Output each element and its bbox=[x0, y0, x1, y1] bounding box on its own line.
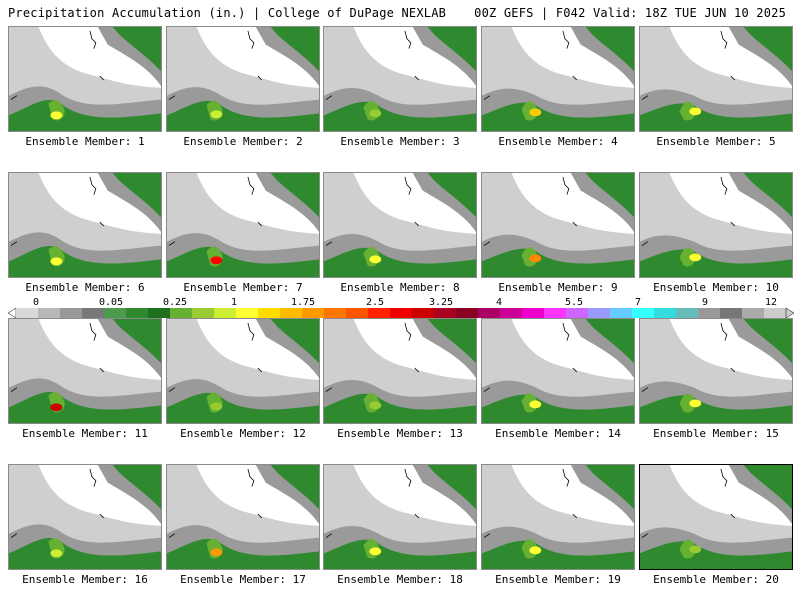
colorbar-tick-label: 2.5 bbox=[365, 297, 385, 308]
ensemble-member-map bbox=[639, 318, 793, 424]
colorbar-swatch bbox=[500, 308, 523, 318]
colorbar-tick-label: 12 bbox=[764, 297, 778, 308]
colorbar-swatch bbox=[192, 308, 215, 318]
ensemble-member-label: Ensemble Member: 17 bbox=[180, 573, 306, 586]
ensemble-member-map bbox=[323, 464, 477, 570]
colorbar-swatch bbox=[368, 308, 391, 318]
colorbar-swatch bbox=[764, 308, 787, 318]
ensemble-member-label: Ensemble Member: 15 bbox=[653, 427, 779, 440]
colorbar-swatch bbox=[104, 308, 127, 318]
ensemble-member-map bbox=[481, 172, 635, 278]
colorbar-swatch bbox=[346, 308, 369, 318]
colorbar-swatch bbox=[698, 308, 721, 318]
ensemble-member-label: Ensemble Member: 18 bbox=[337, 573, 463, 586]
run-valid-time: 00Z GEFS | F042 Valid: 18Z TUE JUN 10 20… bbox=[474, 6, 786, 20]
colorbar-scale bbox=[8, 308, 794, 318]
ensemble-member-label: Ensemble Member: 2 bbox=[183, 135, 303, 148]
colorbar-tick-label: 9 bbox=[701, 297, 709, 308]
colorbar-swatch bbox=[566, 308, 589, 318]
ensemble-member-map bbox=[481, 26, 635, 132]
colorbar-swatch bbox=[280, 308, 303, 318]
ensemble-member-map bbox=[166, 318, 320, 424]
colorbar-swatch bbox=[478, 308, 501, 318]
ensemble-member-label: Ensemble Member: 9 bbox=[498, 281, 618, 294]
colorbar-swatch bbox=[654, 308, 677, 318]
colorbar-max-arrow bbox=[785, 308, 794, 318]
precip-colorbar: 0 0.05 0.25 1 1.75 2.5 3.25 4 5.5 7 9 12 bbox=[8, 297, 794, 325]
ensemble-member-label: Ensemble Member: 4 bbox=[498, 135, 618, 148]
ensemble-member-map bbox=[481, 318, 635, 424]
ensemble-member-label: Ensemble Member: 1 bbox=[25, 135, 145, 148]
ensemble-member-label: Ensemble Member: 10 bbox=[653, 281, 779, 294]
ensemble-member-label: Ensemble Member: 8 bbox=[340, 281, 460, 294]
colorbar-swatch bbox=[390, 308, 413, 318]
colorbar-tick-label: 3.25 bbox=[428, 297, 454, 308]
colorbar-swatch bbox=[544, 308, 567, 318]
colorbar-swatch bbox=[412, 308, 435, 318]
colorbar-swatch bbox=[632, 308, 655, 318]
colorbar-tick-label: 0.05 bbox=[98, 297, 124, 308]
ensemble-member-label: Ensemble Member: 19 bbox=[495, 573, 621, 586]
ensemble-member-map bbox=[639, 464, 793, 570]
ensemble-member-label: Ensemble Member: 16 bbox=[22, 573, 148, 586]
colorbar-tick-label: 4 bbox=[495, 297, 503, 308]
colorbar-swatch bbox=[742, 308, 765, 318]
ensemble-member-map bbox=[481, 464, 635, 570]
colorbar-tick-label: 5.5 bbox=[564, 297, 584, 308]
colorbar-swatch bbox=[16, 308, 39, 318]
map-title: Precipitation Accumulation (in.) | Colle… bbox=[8, 6, 447, 20]
colorbar-min-arrow bbox=[8, 308, 17, 318]
colorbar-swatch bbox=[522, 308, 545, 318]
ensemble-member-map bbox=[8, 172, 162, 278]
ensemble-member-map bbox=[323, 26, 477, 132]
colorbar-swatch bbox=[148, 308, 171, 318]
ensemble-member-map bbox=[8, 464, 162, 570]
ensemble-member-map bbox=[166, 464, 320, 570]
colorbar-swatch bbox=[302, 308, 325, 318]
colorbar-swatch bbox=[676, 308, 699, 318]
colorbar-swatch bbox=[38, 308, 61, 318]
ensemble-member-label: Ensemble Member: 20 bbox=[653, 573, 779, 586]
ensemble-member-label: Ensemble Member: 11 bbox=[22, 427, 148, 440]
colorbar-tick-label: 7 bbox=[634, 297, 642, 308]
colorbar-swatch bbox=[236, 308, 259, 318]
colorbar-swatch bbox=[588, 308, 611, 318]
ensemble-member-label: Ensemble Member: 3 bbox=[340, 135, 460, 148]
colorbar-tick-label: 1 bbox=[230, 297, 238, 308]
ensemble-member-label: Ensemble Member: 7 bbox=[183, 281, 303, 294]
ensemble-member-map bbox=[8, 318, 162, 424]
ensemble-member-label: Ensemble Member: 12 bbox=[180, 427, 306, 440]
colorbar-swatch bbox=[720, 308, 743, 318]
colorbar-swatch bbox=[610, 308, 633, 318]
ensemble-member-map bbox=[323, 318, 477, 424]
colorbar-swatch bbox=[60, 308, 83, 318]
colorbar-tick-label: 0 bbox=[32, 297, 40, 308]
colorbar-swatch bbox=[434, 308, 457, 318]
ensemble-member-map bbox=[323, 172, 477, 278]
ensemble-member-map bbox=[8, 26, 162, 132]
colorbar-swatch bbox=[170, 308, 193, 318]
ensemble-member-map bbox=[639, 172, 793, 278]
colorbar-swatch bbox=[82, 308, 105, 318]
colorbar-tick-label: 0.25 bbox=[162, 297, 188, 308]
colorbar-swatch bbox=[214, 308, 237, 318]
colorbar-swatch bbox=[258, 308, 281, 318]
ensemble-member-map bbox=[639, 26, 793, 132]
colorbar-swatch bbox=[456, 308, 479, 318]
ensemble-member-map bbox=[166, 26, 320, 132]
colorbar-swatch bbox=[324, 308, 347, 318]
ensemble-member-label: Ensemble Member: 13 bbox=[337, 427, 463, 440]
ensemble-member-label: Ensemble Member: 5 bbox=[656, 135, 776, 148]
ensemble-member-label: Ensemble Member: 14 bbox=[495, 427, 621, 440]
colorbar-tick-label: 1.75 bbox=[290, 297, 316, 308]
colorbar-swatch bbox=[126, 308, 149, 318]
ensemble-member-map bbox=[166, 172, 320, 278]
ensemble-member-label: Ensemble Member: 6 bbox=[25, 281, 145, 294]
